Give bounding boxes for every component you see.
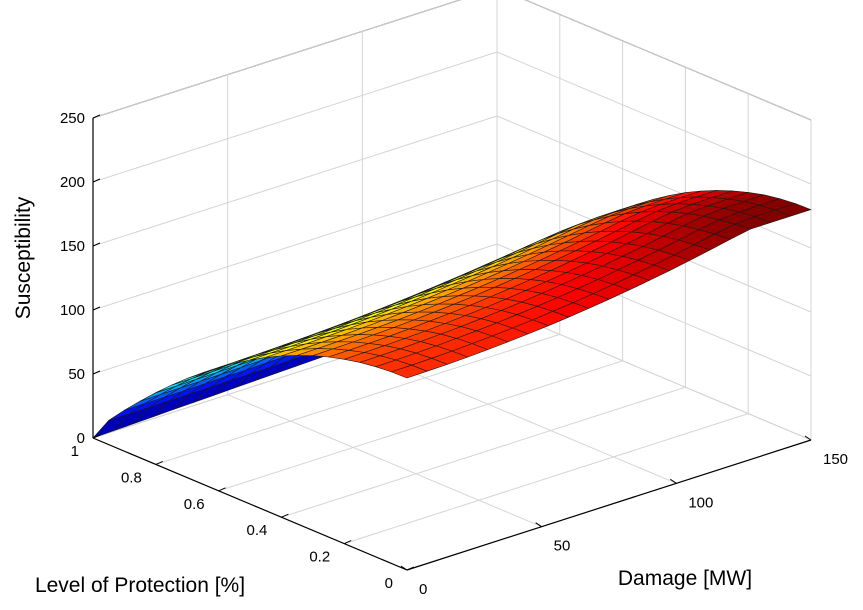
z-axis-label: Susceptibility <box>12 196 35 319</box>
grid-line <box>155 333 560 465</box>
y-tick-mark <box>406 566 415 571</box>
grid-line <box>218 360 623 492</box>
y-tick-label: 0.4 <box>247 522 268 539</box>
y-tick-label: 0 <box>385 575 393 592</box>
x-axis-line <box>406 439 812 571</box>
z-tick-label: 150 <box>60 238 85 255</box>
x-tick-mark <box>670 478 677 484</box>
surface-mesh <box>92 190 812 439</box>
x-tick-mark <box>535 522 542 528</box>
x-tick-mark <box>804 435 812 441</box>
z-tick-label: 250 <box>60 110 85 127</box>
y-tick-label: 0.6 <box>184 496 205 513</box>
x-tick-label: 0 <box>419 581 427 598</box>
x-tick-mark <box>400 565 408 571</box>
y-tick-label: 1 <box>71 443 79 460</box>
z-tick-label: 0 <box>77 430 85 447</box>
y-tick-label: 0.8 <box>121 469 142 486</box>
back-wall-edge <box>524 0 812 121</box>
z-tick-label: 100 <box>60 302 85 319</box>
grid-line <box>92 179 498 311</box>
grid-line <box>92 0 462 119</box>
grid-line <box>92 115 498 247</box>
z-tick-mark <box>92 242 101 247</box>
x-tick-label: 50 <box>554 538 571 555</box>
grid-line <box>227 394 542 528</box>
y-axis-line <box>92 437 408 571</box>
y-tick-mark <box>281 513 289 518</box>
y-tick-mark <box>155 460 163 465</box>
z-tick-label: 200 <box>60 174 85 191</box>
grid-line <box>281 386 686 518</box>
grid-line <box>496 51 812 185</box>
z-tick-mark <box>92 306 101 311</box>
x-axis-label: Damage [MW] <box>618 567 752 590</box>
y-tick-label: 0.2 <box>309 549 330 566</box>
grid-line <box>92 51 498 183</box>
y-tick-mark <box>344 540 352 545</box>
back-wall-edge <box>92 0 462 119</box>
grid-line <box>496 307 812 441</box>
y-tick-mark <box>218 487 226 492</box>
grid-line <box>524 0 812 121</box>
y-tick-mark <box>92 434 101 439</box>
y-axis-label: Level of Protection [%] <box>35 574 245 597</box>
z-tick-mark <box>92 370 101 375</box>
axes-lines <box>92 118 812 571</box>
z-tick-label: 50 <box>68 366 85 383</box>
surface-cell <box>390 364 428 379</box>
z-tick-mark <box>92 178 101 183</box>
x-tick-label: 150 <box>823 451 848 468</box>
grid-line <box>344 413 749 545</box>
grid-line <box>92 243 498 375</box>
z-tick-mark <box>92 114 101 119</box>
x-tick-label: 100 <box>688 494 713 511</box>
